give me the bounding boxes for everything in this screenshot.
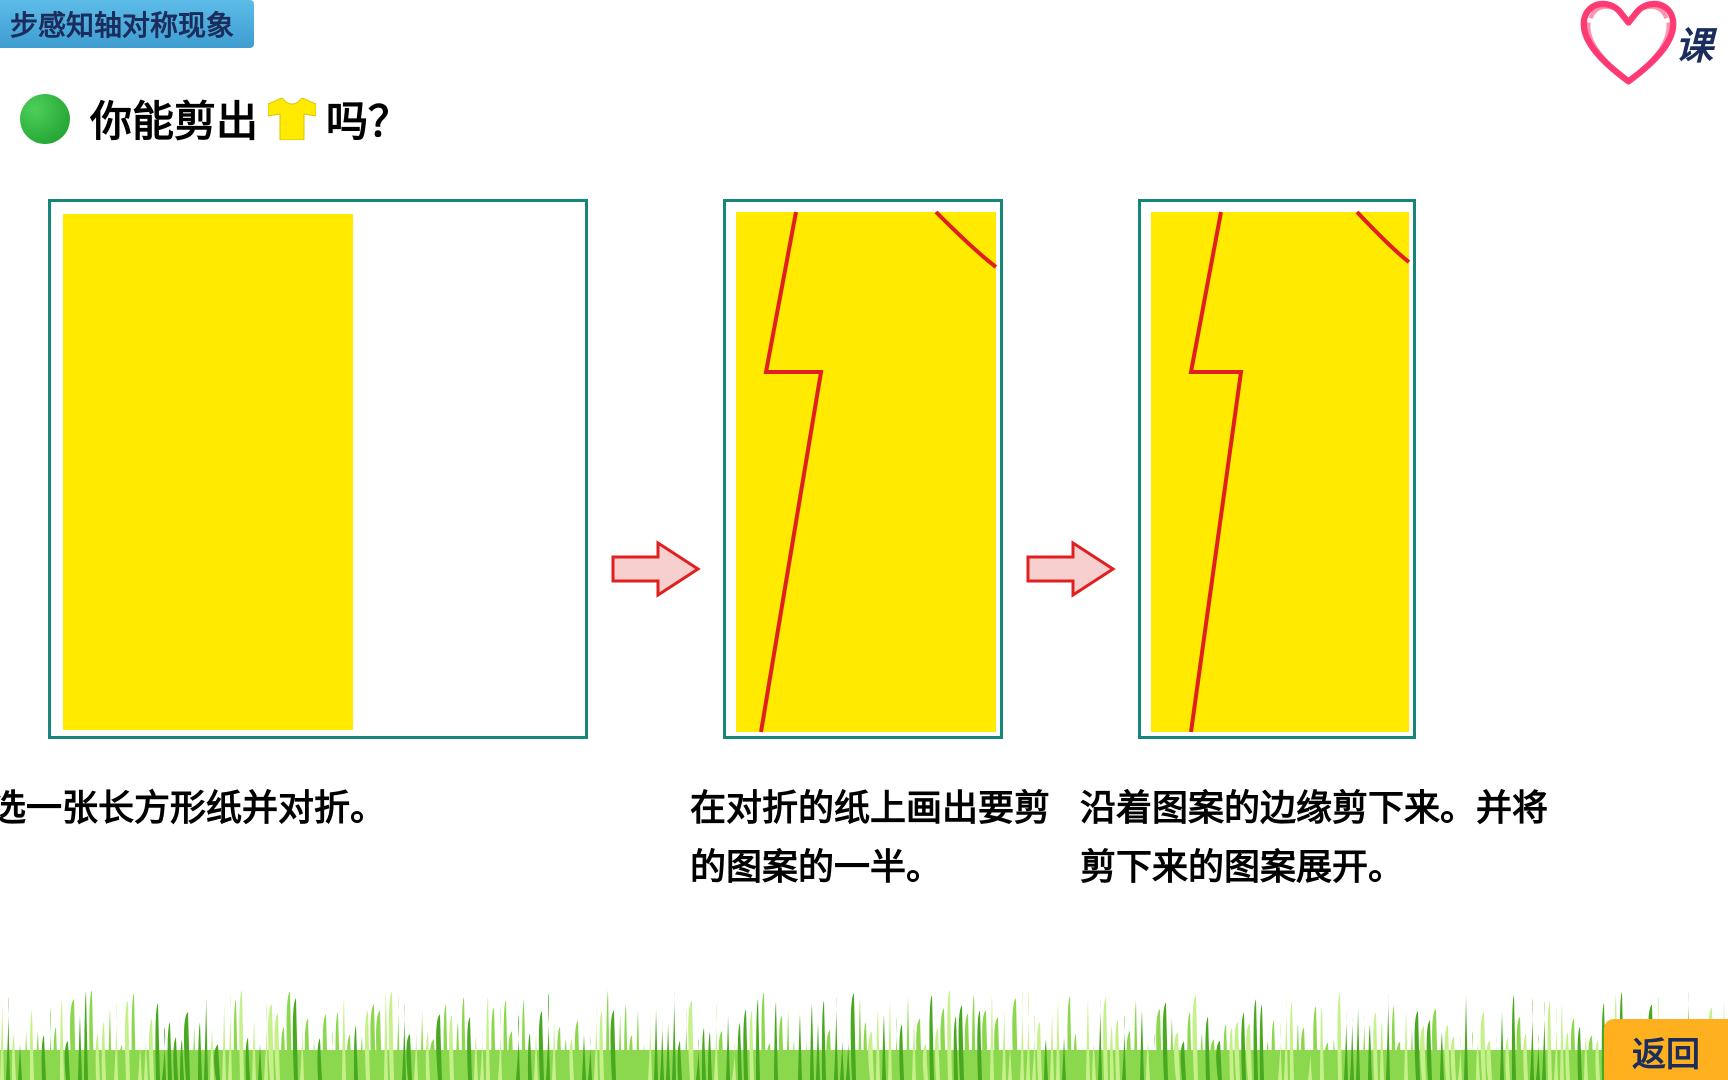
- heart-decoration: 课: [1576, 0, 1713, 90]
- panel-2: [723, 199, 1003, 739]
- panel-1: [48, 199, 588, 739]
- ke-label: 课: [1675, 15, 1713, 70]
- diagram-row: [48, 199, 1728, 739]
- header-bar: 步感知轴对称现象: [0, 0, 254, 48]
- return-button[interactable]: 返回: [1604, 1019, 1728, 1080]
- question-suffix: 吗？: [326, 88, 410, 149]
- header-title: 步感知轴对称现象: [10, 10, 234, 41]
- arrow-icon: [1023, 539, 1118, 599]
- caption-3: 沿着图案的边缘剪下来。并将剪下来的图案展开。: [1080, 779, 1560, 898]
- question-prefix: 你能剪出: [90, 88, 258, 149]
- tshirt-icon: [268, 98, 316, 140]
- panel-3-wrap: [1138, 199, 1416, 739]
- captions-row: 选一张长方形纸并对折。 在对折的纸上画出要剪的图案的一半。 沿着图案的边缘剪下来…: [0, 759, 1728, 898]
- panel-2-wrap: [723, 199, 1003, 739]
- panel-1-wrap: [48, 199, 588, 739]
- heart-icon: [1576, 0, 1681, 90]
- question-row: 你能剪出 吗？: [50, 88, 1728, 149]
- grass-decoration: [0, 980, 1728, 1080]
- caption-2: 在对折的纸上画出要剪的图案的一半。: [690, 779, 1050, 898]
- bullet-icon: [20, 94, 70, 144]
- panel-3: [1138, 199, 1416, 739]
- arrow-icon: [608, 539, 703, 599]
- return-button-label: 返回: [1632, 1037, 1700, 1074]
- caption-1: 选一张长方形纸并对折。: [0, 779, 630, 898]
